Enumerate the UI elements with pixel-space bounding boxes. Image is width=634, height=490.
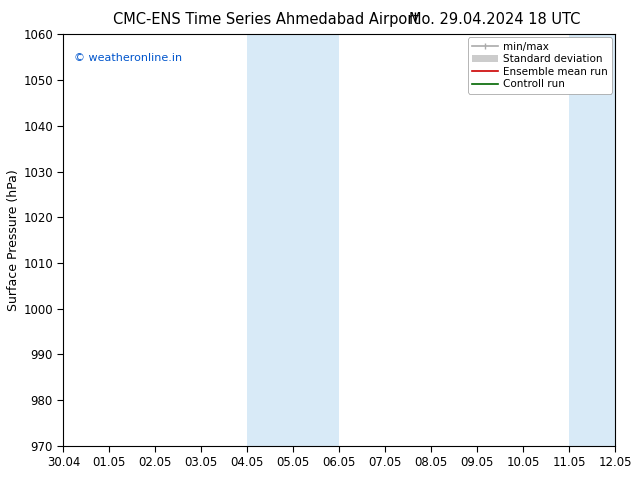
Y-axis label: Surface Pressure (hPa): Surface Pressure (hPa) — [8, 169, 20, 311]
Text: Mo. 29.04.2024 18 UTC: Mo. 29.04.2024 18 UTC — [409, 12, 580, 27]
Bar — [569, 34, 634, 446]
Text: CMC-ENS Time Series Ahmedabad Airport: CMC-ENS Time Series Ahmedabad Airport — [113, 12, 419, 27]
Bar — [247, 34, 339, 446]
Text: © weatheronline.in: © weatheronline.in — [74, 53, 183, 63]
Legend: min/max, Standard deviation, Ensemble mean run, Controll run: min/max, Standard deviation, Ensemble me… — [467, 37, 612, 94]
